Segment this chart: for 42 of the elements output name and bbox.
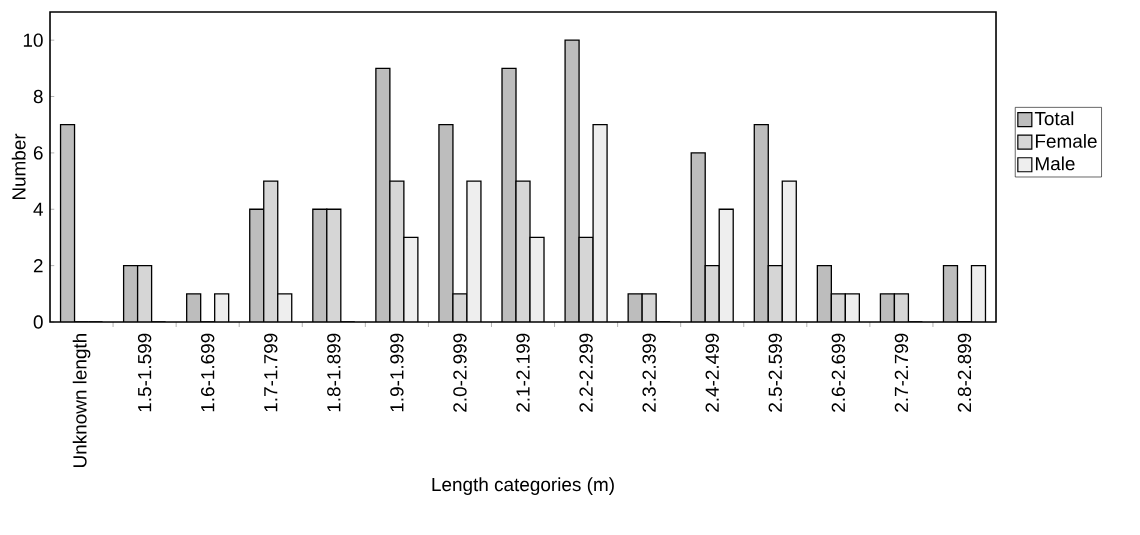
bar	[718, 208, 734, 322]
bar	[781, 180, 797, 322]
y-tick-label: 8	[33, 89, 43, 104]
legend-label: Male	[1035, 156, 1075, 171]
x-tick-label: 1.8-1.899	[327, 333, 341, 412]
x-tick-label: 2.4-2.499	[705, 333, 719, 412]
x-tick-label: 1.6-1.699	[200, 333, 215, 412]
legend-label: Total	[1034, 111, 1074, 126]
bar	[767, 264, 783, 322]
y-tick-label: 4	[33, 202, 43, 216]
bar	[704, 264, 720, 322]
x-axis-title: Length categories (m)	[432, 477, 614, 495]
x-tick-label: 1.5-1.599	[137, 333, 152, 412]
y-tick-label: 6	[33, 146, 43, 160]
x-tick-label: 2.6-2.699	[831, 333, 846, 412]
bar	[249, 208, 265, 322]
bar	[942, 264, 959, 322]
y-tick-label: 0	[33, 315, 43, 329]
x-tick-label: 2.1-2.199	[516, 333, 530, 412]
x-tick-label: 2.2-2.299	[579, 333, 593, 412]
x-tick-label: 2.8-2.899	[957, 333, 972, 412]
bar	[123, 265, 138, 322]
y-tick-label: 10	[23, 33, 43, 47]
x-tick-label: 1.7-1.799	[264, 333, 278, 412]
bar	[970, 264, 987, 322]
x-tick-label: 2.7-2.799	[894, 333, 909, 412]
bar	[690, 152, 706, 322]
x-tick-label: 2.0-2.999	[453, 333, 467, 412]
legend-label: Female	[1035, 133, 1097, 148]
bar	[816, 264, 832, 322]
bar	[59, 124, 76, 322]
bar	[263, 180, 279, 322]
bar	[753, 124, 769, 322]
bar	[137, 265, 152, 322]
x-tick-label: 1.9-1.999	[390, 333, 404, 412]
bar	[312, 208, 328, 322]
y-tick-label: 2	[33, 259, 43, 273]
x-tick-label: 2.5-2.599	[768, 333, 782, 412]
bar	[326, 208, 342, 322]
y-axis-title: Number	[11, 133, 26, 200]
x-tick-label: Unknown length	[72, 334, 91, 468]
x-tick-label: 2.3-2.399	[642, 333, 656, 412]
